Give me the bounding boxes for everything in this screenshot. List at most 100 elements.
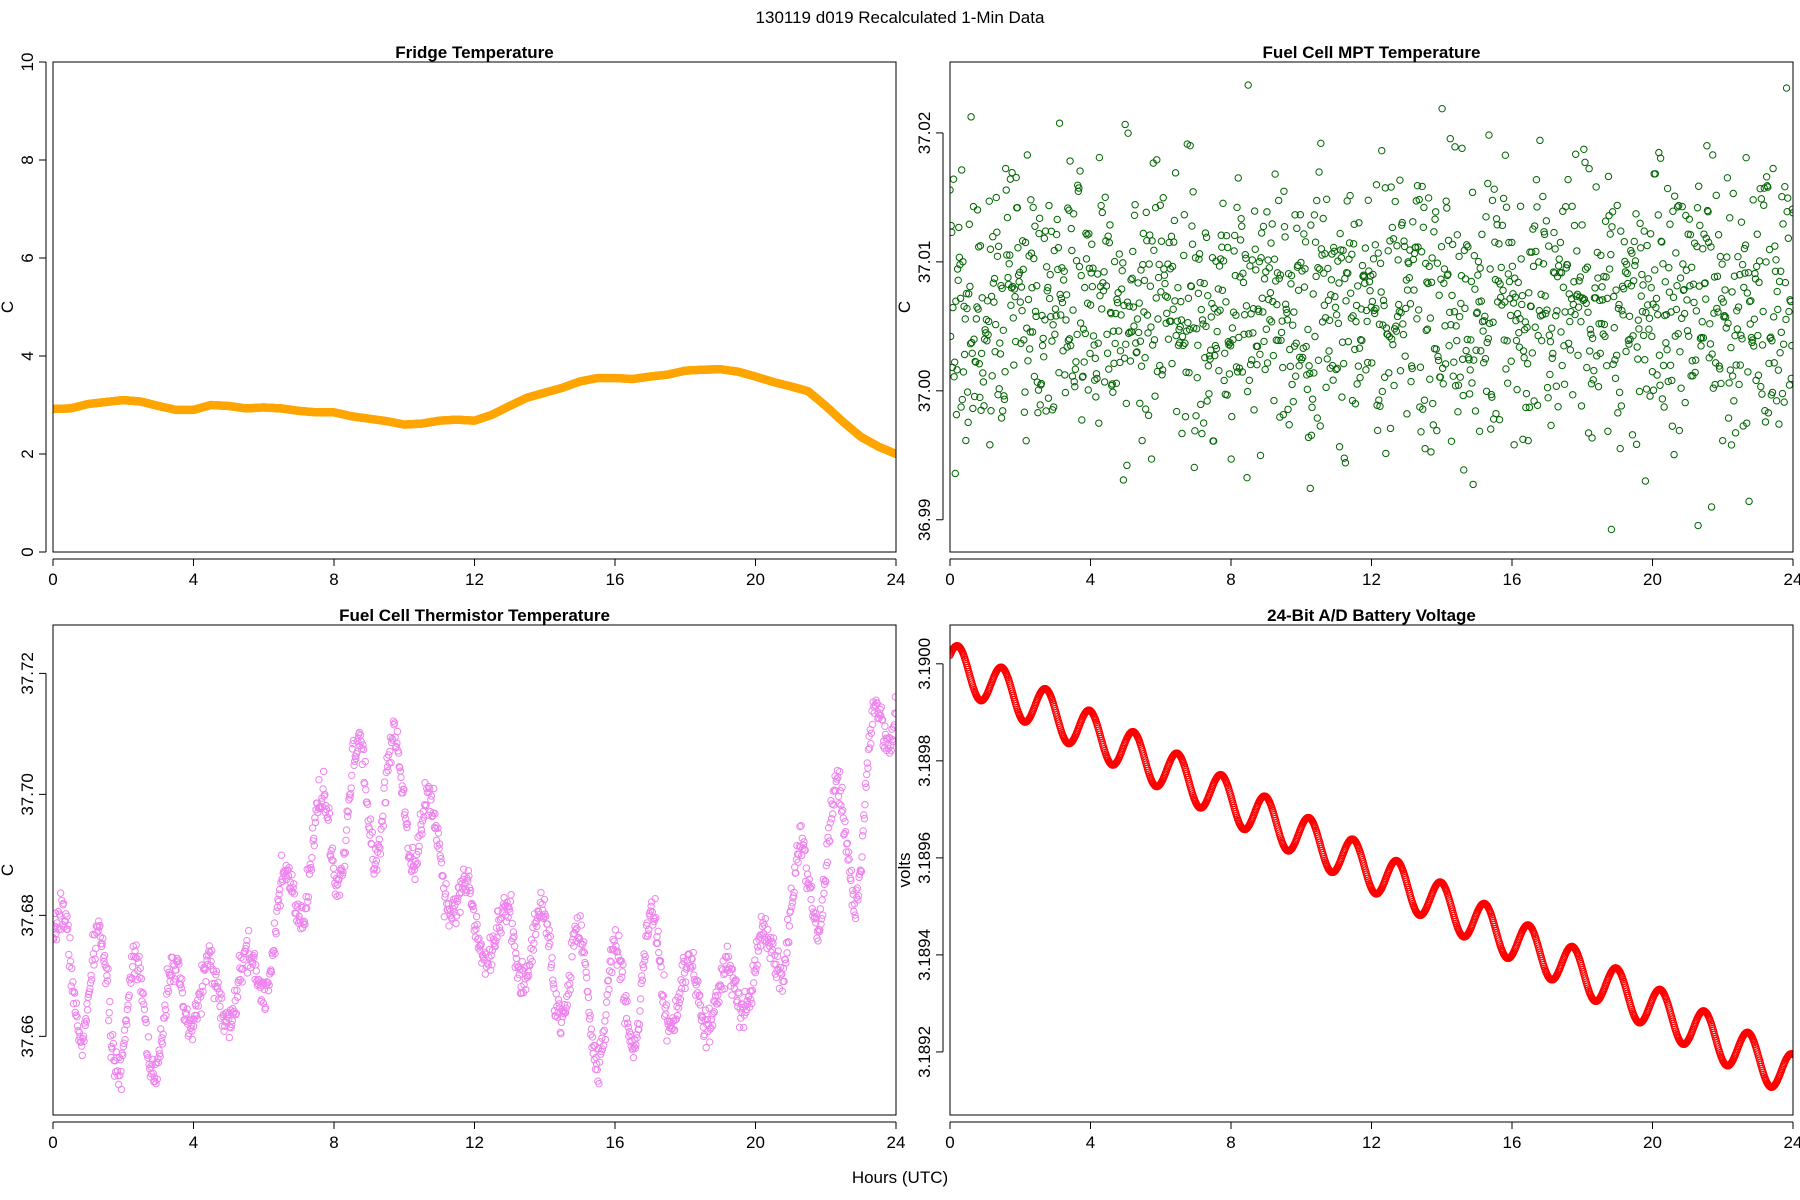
mpt-temperature-point [1785, 381, 1793, 389]
thermistor-temperature-point [156, 1052, 164, 1061]
mpt-temperature-point [1217, 231, 1225, 239]
mpt-temperature-point [1289, 321, 1297, 329]
mpt-temperature-point [1352, 301, 1361, 310]
mpt-temperature-point [1013, 203, 1022, 212]
mpt-temperature-point [1374, 249, 1382, 257]
fridge-temperature-x-tick-label: 8 [329, 570, 338, 589]
mpt-temperature-point [1444, 236, 1453, 245]
thermistor-temperature-point [149, 1069, 157, 1078]
mpt-temperature-point [1751, 269, 1759, 278]
mpt-temperature-point [1061, 388, 1070, 397]
mpt-temperature-point [1528, 248, 1536, 256]
mpt-temperature-point [1604, 172, 1613, 181]
mpt-temperature-point [1361, 244, 1370, 252]
mpt-temperature-point [987, 407, 995, 415]
mpt-temperature-point [1734, 253, 1742, 261]
mpt-temperature-point [1532, 176, 1541, 184]
mpt-temperature-point [1236, 236, 1245, 244]
thermistor-temperature-point [70, 989, 79, 997]
thermistor-temperature-point [640, 956, 649, 965]
mpt-temperature-point [1743, 419, 1751, 427]
battery-voltage-panel: 24-Bit A/D Battery Voltage volts 0 4 8 12 16… [895, 606, 1800, 1152]
mpt-temperature-point [1392, 322, 1400, 330]
mpt-temperature-point [1644, 275, 1653, 283]
mpt-temperature-point [1545, 331, 1554, 339]
mpt-temperature-point [1744, 368, 1752, 376]
mpt-temperature-point [1649, 386, 1658, 394]
mpt-temperature-point [1024, 295, 1033, 304]
fridge-temperature-plot-frame [52, 61, 897, 553]
thermistor-temperature-point [473, 920, 481, 929]
mpt-temperature-point [962, 289, 971, 298]
mpt-temperature-point [1637, 292, 1645, 300]
mpt-temperature-point [1358, 261, 1367, 270]
thermistor-temperature-point [847, 866, 856, 875]
thermistor-temperature-point [769, 934, 778, 942]
thermistor-temperature-point [830, 801, 838, 809]
thermistor-temperature-point [420, 813, 428, 821]
thermistor-temperature-point [158, 1040, 167, 1048]
mpt-temperature-point [1419, 405, 1427, 413]
thermistor-temperature-point [140, 1005, 149, 1014]
thermistor-temperature-point [639, 960, 647, 969]
mpt-temperature-point [1047, 313, 1055, 321]
thermistor-temperature-point [630, 1043, 638, 1051]
mpt-temperature-point [1672, 305, 1681, 314]
thermistor-temperature-point [400, 785, 408, 794]
thermistor-temperature-point [86, 984, 94, 993]
fridge-temperature-point [891, 449, 896, 459]
mpt-temperature-point [965, 290, 973, 298]
mpt-temperature-point [969, 202, 978, 211]
mpt-temperature-point [1181, 412, 1190, 421]
thermistor-temperature-point [67, 982, 75, 990]
mpt-temperature-point [1396, 176, 1404, 184]
mpt-temperature-point [1302, 342, 1310, 351]
thermistor-temperature-point [783, 915, 792, 923]
thermistor-temperature-point [758, 922, 767, 931]
thermistor-temperature-point [585, 1015, 594, 1023]
thermistor-temperature-point [308, 853, 316, 862]
mpt-temperature-point [1471, 407, 1480, 415]
thermistor-temperature-point [404, 844, 412, 852]
thermistor-temperature-point [411, 875, 419, 884]
mpt-temperature-point [1240, 311, 1249, 319]
thermistor-temperature-point [537, 888, 545, 897]
thermistor-temperature-point [805, 875, 813, 884]
mpt-temperature-point [1723, 253, 1731, 261]
mpt-temperature-point [1655, 351, 1664, 359]
mpt-temperature-point [1110, 359, 1118, 368]
mpt-temperature-point [1611, 374, 1620, 383]
mpt-temperature-point [1070, 378, 1078, 386]
mpt-temperature-point [1441, 322, 1449, 330]
thermistor-temperature-point [418, 830, 426, 838]
mpt-temperature-point [1532, 247, 1540, 256]
thermistor-temperature-point [513, 974, 522, 982]
thermistor-temperature-point [622, 991, 630, 1000]
mpt-temperature-point [1569, 391, 1577, 399]
mpt-temperature-point [1517, 255, 1525, 263]
thermistor-temperature-point [413, 859, 422, 868]
mpt-temperature-point [1102, 282, 1111, 290]
thermistor-temperature-point [760, 921, 768, 929]
thermistor-temperature-point [745, 992, 753, 1000]
mpt-temperature-point [1197, 400, 1205, 409]
mpt-temperature-point [1682, 211, 1690, 220]
thermistor-temperature-point [567, 973, 575, 982]
mpt-temperature-point [1505, 277, 1514, 286]
mpt-temperature-point [1782, 315, 1790, 324]
thermistor-temperature-point [627, 1042, 635, 1050]
mpt-temperature-point [1355, 219, 1363, 227]
thermistor-temperature-point [650, 915, 659, 923]
mpt-temperature-point [1282, 305, 1290, 313]
mpt-temperature-point [1225, 370, 1234, 378]
mpt-temperature-point [1071, 365, 1080, 373]
mpt-temperature-point [1728, 372, 1737, 380]
mpt-temperature-point [1405, 259, 1413, 268]
mpt-temperature-point [1604, 427, 1612, 435]
thermistor-temperature-title: Fuel Cell Thermistor Temperature [339, 606, 610, 625]
mpt-temperature-point [1051, 330, 1059, 339]
thermistor-temperature-point [788, 899, 797, 907]
mpt-temperature-point [1296, 211, 1305, 219]
thermistor-temperature-point [887, 746, 896, 755]
thermistor-temperature-point [363, 800, 372, 808]
